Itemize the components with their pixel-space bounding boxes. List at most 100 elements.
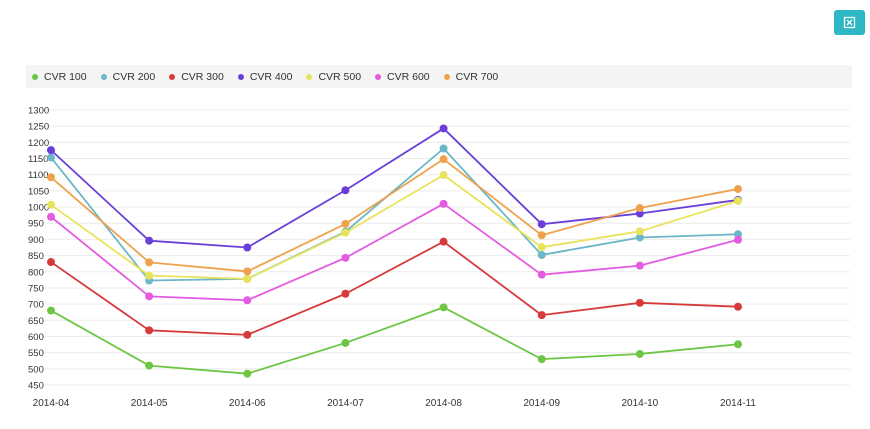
legend-marker	[237, 73, 244, 80]
data-point	[734, 235, 742, 244]
legend-label: CVR 700	[455, 70, 499, 83]
data-point	[635, 261, 644, 270]
legend-label: CVR 300	[181, 70, 224, 83]
legend-label: CVR 500	[318, 70, 362, 83]
data-point	[734, 340, 742, 349]
series-line	[50, 147, 739, 282]
y-tick-label: 900	[28, 235, 44, 246]
y-tick-label: 550	[28, 348, 44, 359]
chart-legend: CVR 100 CVR 200 CVR 300 CVR 400 CVR 500 CVR 6…	[26, 65, 852, 88]
y-tick-label: 1200	[28, 138, 49, 149]
data-point	[439, 303, 448, 312]
x-tick-label: 2014-10	[622, 398, 659, 409]
data-point	[635, 298, 644, 307]
legend-item[interactable]: CVR 100	[32, 71, 87, 83]
series-line	[50, 240, 739, 336]
y-tick-label: 1300	[28, 106, 49, 117]
data-point	[341, 228, 350, 237]
data-point	[243, 267, 252, 276]
legend-marker	[100, 73, 107, 80]
data-point	[537, 355, 546, 364]
y-tick-label: 1250	[28, 122, 49, 133]
series-line	[50, 306, 739, 375]
data-point	[635, 204, 644, 213]
y-tick-label: 500	[28, 364, 44, 375]
data-point	[537, 270, 546, 279]
data-point	[341, 338, 350, 347]
y-tick-label: 1050	[28, 186, 49, 197]
data-point	[341, 219, 350, 228]
data-point	[47, 200, 55, 209]
data-point	[47, 153, 55, 162]
y-tick-label: 800	[28, 267, 44, 278]
series-line	[50, 127, 739, 249]
data-point	[341, 253, 350, 262]
x-tick-label: 2014-06	[229, 398, 266, 409]
y-tick-label: 950	[28, 219, 44, 230]
data-point	[243, 243, 252, 252]
data-point	[537, 243, 546, 252]
data-point	[47, 212, 55, 221]
data-point	[145, 258, 154, 267]
data-point	[145, 361, 154, 370]
legend-label: CVR 200	[112, 70, 156, 83]
data-point	[47, 306, 55, 315]
export-button[interactable]	[834, 10, 865, 35]
x-tick-label: 2014-09	[523, 398, 560, 409]
data-point	[341, 289, 350, 298]
y-tick-label: 1100	[28, 170, 48, 181]
y-tick-label: 1150	[28, 154, 48, 165]
data-point	[537, 311, 546, 320]
data-point	[439, 237, 448, 246]
data-point	[537, 250, 546, 259]
data-point	[439, 124, 448, 133]
data-point	[47, 258, 55, 267]
data-point	[341, 186, 350, 195]
data-point	[537, 231, 546, 240]
legend-marker	[306, 73, 313, 80]
legend-marker	[443, 73, 450, 80]
y-tick-label: 1000	[28, 203, 49, 214]
legend-item[interactable]: CVR 200	[100, 70, 156, 83]
y-tick-label: 750	[28, 283, 44, 294]
data-point	[635, 233, 644, 242]
legend-label: CVR 400	[249, 70, 293, 83]
legend-marker	[375, 73, 382, 80]
legend-marker	[169, 73, 176, 80]
data-point	[734, 302, 742, 311]
y-tick-label: 700	[28, 300, 44, 311]
export-icon	[843, 16, 856, 29]
legend-item[interactable]: CVR 500	[306, 71, 361, 83]
data-point	[439, 199, 448, 208]
y-tick-label: 650	[28, 316, 44, 327]
legend-label: CVR 600	[387, 70, 430, 83]
data-point	[439, 155, 448, 164]
data-point	[145, 326, 154, 335]
data-point	[439, 171, 448, 180]
legend-item[interactable]: CVR 700	[443, 70, 499, 83]
data-point	[243, 274, 252, 283]
y-tick-label: 600	[28, 332, 44, 343]
data-point	[635, 227, 644, 236]
legend-item[interactable]: CVR 600	[375, 71, 430, 83]
data-point	[47, 146, 55, 155]
data-point	[47, 173, 55, 182]
data-point	[635, 349, 644, 358]
legend-marker	[32, 73, 38, 80]
data-point	[537, 220, 546, 229]
series-line	[50, 174, 739, 280]
data-point	[145, 236, 154, 245]
data-point	[145, 292, 154, 301]
x-tick-label: 2014-08	[425, 398, 462, 409]
series-line	[50, 202, 739, 302]
legend-item[interactable]: CVR 300	[169, 71, 224, 83]
series-line	[50, 158, 739, 273]
data-point	[145, 271, 154, 280]
data-point	[243, 369, 252, 378]
data-point	[734, 196, 742, 205]
legend-item[interactable]: CVR 400	[237, 70, 293, 83]
x-tick-label: 2014-07	[327, 398, 364, 409]
data-point	[243, 296, 252, 305]
data-point	[439, 144, 448, 153]
